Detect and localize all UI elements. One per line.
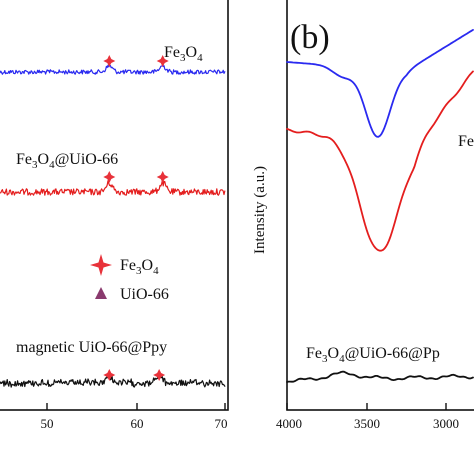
- legend-star-icon: [90, 254, 112, 276]
- panel-a-series-fe3o4-line: [0, 64, 226, 75]
- panel-a-frame: [0, 0, 229, 411]
- panel-a-xtick-label-50: 50: [41, 416, 54, 431]
- panel-b-frame: [286, 0, 474, 411]
- panel-a-legend: Fe3O4 UiO-66: [90, 254, 169, 303]
- panel-a-series-label-fe3o4: Fe3O4: [164, 44, 203, 64]
- panel-a-xtick-label-70: 70: [215, 416, 228, 431]
- panel-a-peak-markers: [103, 55, 169, 381]
- peak-star-icon: [156, 171, 169, 183]
- panel-b-xtick-label-3500: 3500: [354, 416, 380, 431]
- panel-b: 4000 3500 3000 Intensity (a.u.) (b) Fe F…: [252, 0, 474, 431]
- panel-a-series-label-magnetic-uio66-ppy: magnetic UiO-66@Ppy: [16, 339, 167, 356]
- panel-b-series-label-clipped: Fe: [458, 133, 474, 150]
- legend-triangle-icon: [95, 287, 107, 299]
- panel-b-series-blue-line: [286, 29, 474, 138]
- legend-label-uio66: UiO-66: [120, 286, 169, 303]
- peak-star-icon: [103, 369, 116, 381]
- panel-a-xtick-label-60: 60: [131, 416, 144, 431]
- panel-b-ylabel: Intensity (a.u.): [252, 166, 268, 254]
- panel-b-series-red-line: [286, 70, 474, 252]
- panel-a-series-label-fe3o4-uio66: Fe3O4@UiO-66: [16, 151, 118, 171]
- panel-b-xtick-label-3000: 3000: [433, 416, 459, 431]
- peak-star-icon: [103, 55, 116, 67]
- panel-b-series-black-line: [286, 370, 474, 383]
- peak-star-icon: [156, 55, 169, 67]
- panel-b-xtick-label-4000: 4000: [276, 416, 302, 431]
- panel-b-series-label-fe3o4-uio66-ppy: Fe3O4@UiO-66@Pp: [306, 345, 440, 365]
- panel-a: 50 60 70 Fe3O4 Fe3O4@UiO-66 magnetic UiO…: [0, 0, 229, 431]
- legend-label-fe3o4: Fe3O4: [120, 257, 159, 277]
- panel-a-series-fe3o4-uio66-line: [0, 179, 226, 196]
- panel-a-series-magnetic-uio66-ppy-line: [0, 372, 226, 388]
- peak-star-icon: [103, 171, 116, 183]
- panel-b-label: (b): [290, 19, 330, 56]
- peak-star-icon: [153, 369, 166, 381]
